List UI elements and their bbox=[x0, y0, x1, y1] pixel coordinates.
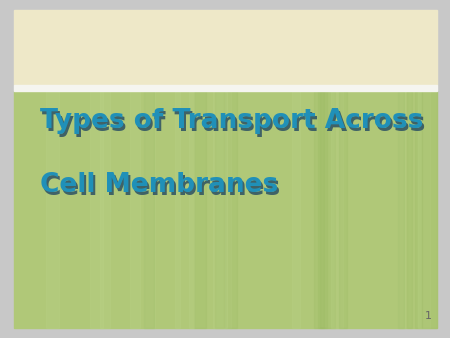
Text: Cell Membranes: Cell Membranes bbox=[42, 175, 280, 201]
Bar bbox=[14, 85, 436, 91]
Bar bbox=[175, 91, 180, 328]
Bar bbox=[398, 91, 405, 328]
Bar bbox=[213, 91, 227, 328]
Bar bbox=[407, 91, 412, 328]
Bar bbox=[144, 91, 155, 328]
Bar bbox=[339, 91, 347, 328]
Bar bbox=[225, 91, 231, 328]
Text: Types of Transport Across: Types of Transport Across bbox=[40, 108, 424, 134]
Bar bbox=[14, 91, 436, 328]
Bar bbox=[422, 91, 437, 328]
Bar bbox=[189, 91, 194, 328]
Bar bbox=[415, 91, 423, 328]
Text: 1: 1 bbox=[425, 311, 432, 321]
Bar bbox=[130, 91, 140, 328]
Bar bbox=[418, 91, 430, 328]
Bar bbox=[14, 10, 436, 85]
Bar bbox=[216, 91, 224, 328]
Bar bbox=[144, 91, 154, 328]
Bar bbox=[314, 91, 324, 328]
Bar bbox=[90, 91, 103, 328]
Bar bbox=[320, 91, 335, 328]
Bar bbox=[225, 91, 237, 328]
Bar bbox=[331, 91, 343, 328]
Text: Cell Membranes: Cell Membranes bbox=[40, 172, 279, 198]
Bar bbox=[398, 91, 404, 328]
Text: Types of Transport Across: Types of Transport Across bbox=[42, 111, 426, 137]
Bar bbox=[100, 91, 110, 328]
Bar bbox=[194, 91, 206, 328]
Bar bbox=[318, 91, 327, 328]
Bar bbox=[46, 91, 59, 328]
Bar bbox=[292, 91, 300, 328]
